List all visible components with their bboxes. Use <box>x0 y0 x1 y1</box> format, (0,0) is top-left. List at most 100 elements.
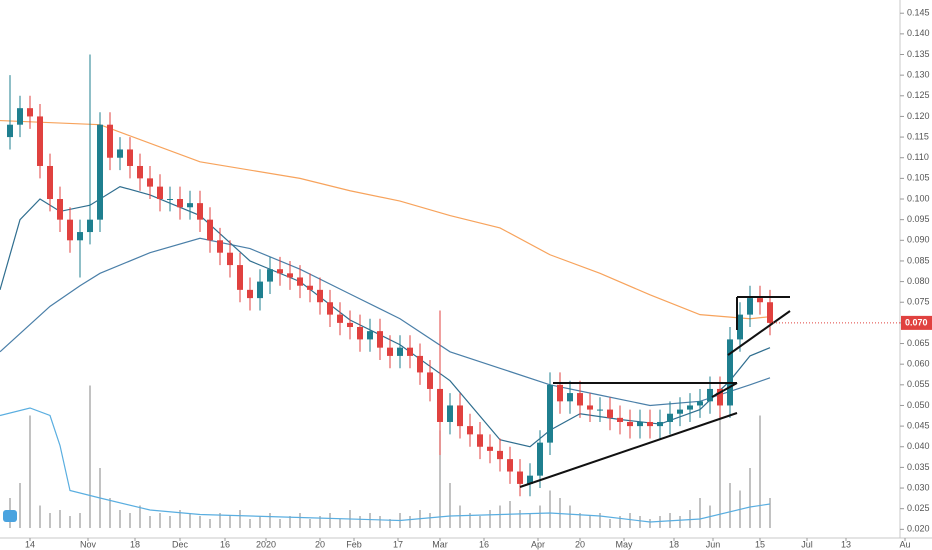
volume-bar <box>699 498 701 528</box>
volume-bar <box>159 513 161 528</box>
volume-bar <box>629 513 631 528</box>
x-tick-label: 18 <box>130 539 140 549</box>
volume-bar <box>479 516 481 528</box>
candle-body <box>397 347 403 356</box>
candle-body <box>627 421 633 427</box>
candle-body <box>637 421 643 427</box>
candle-body <box>677 409 683 414</box>
candle-body <box>527 475 533 484</box>
volume-bar <box>609 519 611 528</box>
candle-body <box>337 314 343 323</box>
candle-body <box>217 240 223 253</box>
y-tick-label: 0.055 <box>907 379 930 389</box>
volume-bar <box>449 483 451 528</box>
volume-bar <box>69 516 71 528</box>
y-tick-label: 0.030 <box>907 482 930 492</box>
candle-body <box>257 281 263 299</box>
volume-bar <box>369 513 371 528</box>
x-tick-label: 14 <box>25 539 35 549</box>
candle-body <box>367 331 373 340</box>
volume-bar <box>259 516 261 528</box>
volume-bar <box>169 516 171 528</box>
volume-bar <box>769 498 771 528</box>
candle-body <box>657 421 663 427</box>
y-tick-label: 0.115 <box>907 131 929 141</box>
candle-body <box>87 219 93 233</box>
volume-bar <box>679 516 681 528</box>
volume-bar <box>119 510 121 528</box>
candle-body <box>767 302 773 323</box>
y-tick-label: 0.140 <box>907 28 930 38</box>
moving-average-line <box>0 407 771 523</box>
candle-body <box>647 421 653 427</box>
candle-body <box>177 199 183 208</box>
volume-bar <box>319 516 321 528</box>
candle-body <box>247 289 253 299</box>
volume-bar <box>579 513 581 528</box>
candle-body <box>137 165 143 179</box>
candle-body <box>317 289 323 303</box>
candle-body <box>617 417 623 422</box>
candle-body <box>757 298 763 303</box>
volume-bar <box>429 513 431 528</box>
candle-body <box>537 442 543 476</box>
candle-body <box>287 273 293 278</box>
volume-bar <box>379 516 381 528</box>
candle-body <box>277 269 283 274</box>
candle-body <box>497 450 503 460</box>
candle-body <box>37 116 43 166</box>
volume-bar <box>309 519 311 528</box>
volume-bar <box>299 513 301 528</box>
y-tick-label: 0.080 <box>907 276 930 286</box>
candle-body <box>557 384 563 402</box>
last-price-box <box>901 315 932 330</box>
candle-body <box>407 347 413 356</box>
moving-average-line <box>0 237 771 407</box>
y-tick-label: 0.045 <box>907 420 930 430</box>
x-tick-label: 16 <box>479 539 489 549</box>
volume-bar <box>189 513 191 528</box>
volume-bar <box>539 505 541 528</box>
volume-bar <box>469 513 471 528</box>
volume-bar <box>459 505 461 528</box>
volume-bar <box>269 513 271 528</box>
volume-bar <box>289 516 291 528</box>
candle-body <box>717 388 723 406</box>
volume-bar <box>59 510 61 528</box>
x-tick-label: May <box>615 539 633 549</box>
candle-body <box>107 124 113 158</box>
candle-body <box>477 434 483 447</box>
volume-bar <box>109 498 111 528</box>
y-tick-label: 0.145 <box>907 8 930 18</box>
candle-body <box>57 199 63 220</box>
volume-bar <box>519 510 521 528</box>
volume-bar <box>359 516 361 528</box>
volume-bar <box>569 505 571 528</box>
candle-body <box>377 331 383 348</box>
y-tick-label: 0.120 <box>907 111 930 121</box>
candle-body <box>667 413 673 422</box>
x-tick-label: 16 <box>220 539 230 549</box>
candle-body <box>117 149 123 158</box>
volume-bar <box>389 519 391 528</box>
candle-body <box>167 199 173 201</box>
volume-bar <box>639 516 641 528</box>
volume-bar <box>199 516 201 528</box>
volume-bar <box>129 513 131 528</box>
y-tick-label: 0.125 <box>907 90 930 100</box>
candle-body <box>207 219 213 241</box>
volume-bar <box>39 505 41 528</box>
x-tick-label: Nov <box>80 539 97 549</box>
volume-bar <box>329 513 331 528</box>
volume-bar <box>29 415 31 528</box>
trendline <box>727 310 791 356</box>
volume-bar <box>409 516 411 528</box>
y-tick-label: 0.085 <box>907 255 930 265</box>
x-tick-label: 17 <box>393 539 403 549</box>
y-tick-label: 0.135 <box>907 49 930 59</box>
candle-body <box>17 108 23 125</box>
candle-body <box>487 446 493 451</box>
candle-body <box>27 108 33 117</box>
volume-bar <box>79 513 81 528</box>
